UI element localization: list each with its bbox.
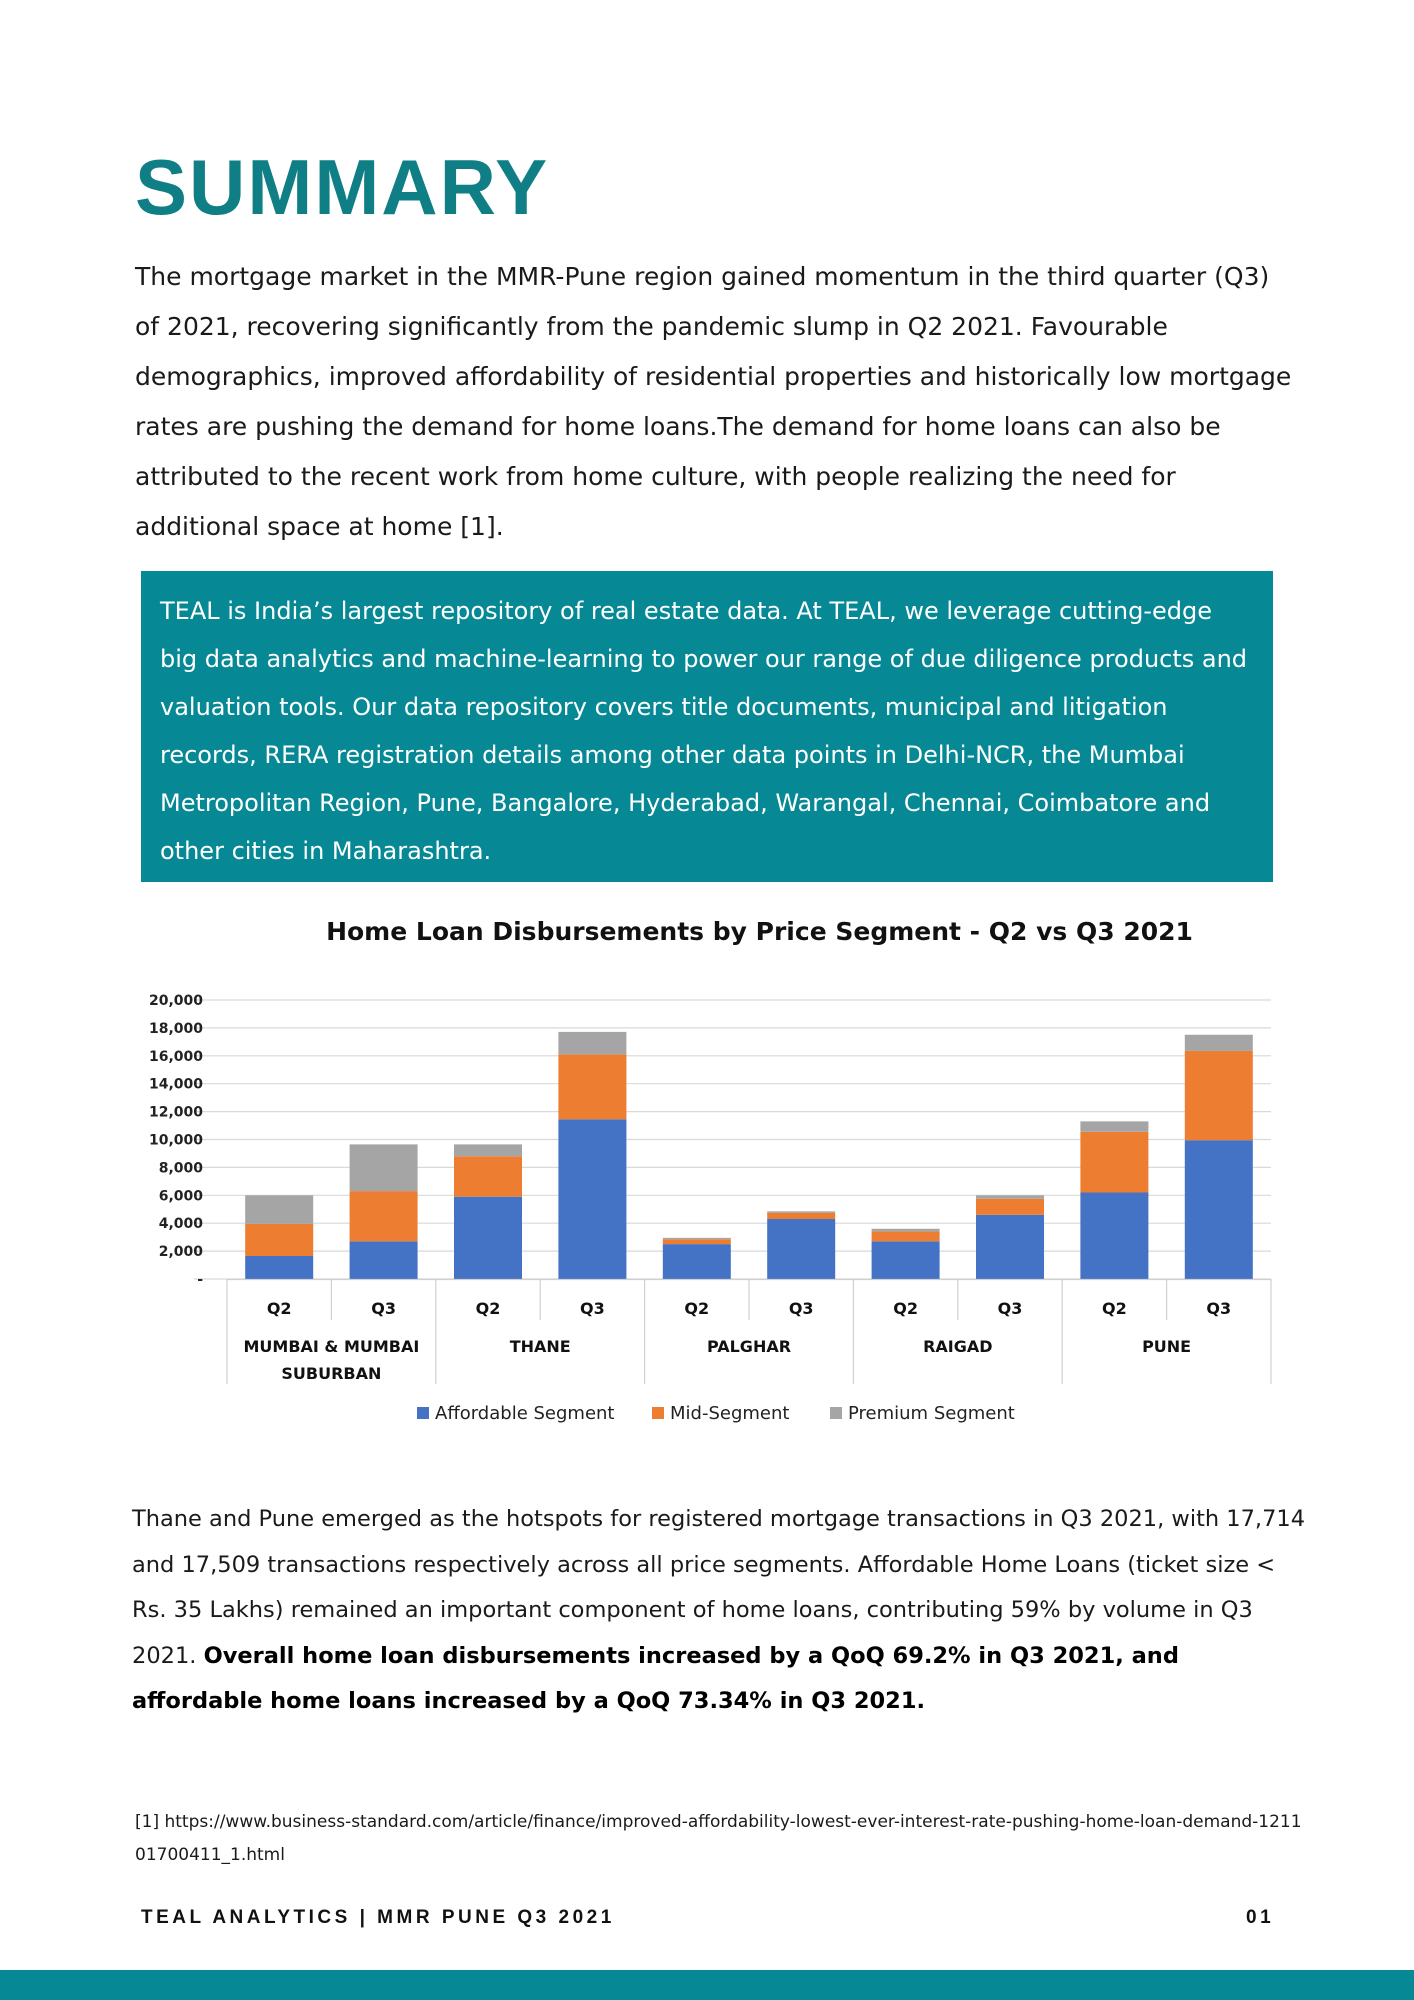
legend-label: Mid-Segment	[670, 1403, 789, 1424]
bar-segment	[245, 1195, 314, 1224]
legend-label: Premium Segment	[848, 1403, 1015, 1424]
y-tick-label: -	[197, 1272, 203, 1288]
bar-segment	[245, 1223, 314, 1256]
x-tick-label: Q2	[684, 1299, 709, 1318]
bar-segment	[662, 1237, 731, 1240]
page-number: 01	[1246, 1907, 1275, 1928]
bar-segment	[1080, 1121, 1149, 1132]
bar-segment	[1080, 1131, 1149, 1193]
x-tick-label: Q3	[1206, 1299, 1231, 1318]
y-tick-label: 14,000	[149, 1077, 203, 1093]
bar-segment	[767, 1211, 836, 1213]
y-tick-label: 8,000	[159, 1160, 204, 1176]
y-tick-label: 4,000	[159, 1216, 204, 1232]
bar-segment	[1184, 1034, 1253, 1051]
y-tick-label: 20,000	[149, 993, 203, 1009]
page-title: SUMMARY	[135, 143, 550, 231]
stacked-bar-chart: - 2,000 4,000 6,000 8,000 10,000 12,000 14,000 1…	[149, 993, 1272, 1424]
bar-segment	[976, 1214, 1044, 1279]
callout-text: TEAL is India’s largest repository of re…	[160, 597, 1248, 865]
group-label: PALGHAR	[707, 1337, 791, 1356]
bar-segment	[1184, 1140, 1253, 1279]
group-label: RAIGAD	[923, 1337, 992, 1356]
chart-title: Home Loan Disbursements by Price Segment…	[326, 917, 1193, 946]
group-label: SUBURBAN	[281, 1364, 381, 1383]
y-tick-label: 2,000	[159, 1244, 204, 1260]
y-tick-label: 6,000	[159, 1188, 204, 1204]
footer-report-name: TEAL ANALYTICS | MMR PUNE Q3 2021	[141, 1907, 615, 1928]
x-tick-label: Q3	[371, 1299, 396, 1318]
y-tick-label: 10,000	[149, 1133, 203, 1149]
bar-segment	[767, 1212, 836, 1220]
bar-segment	[349, 1144, 418, 1192]
bar-segment	[871, 1241, 940, 1279]
x-tick-label: Q2	[893, 1299, 918, 1318]
legend-swatch	[652, 1407, 664, 1419]
x-tick-label: Q3	[789, 1299, 814, 1318]
bar-segment	[871, 1228, 940, 1232]
group-label: THANE	[510, 1337, 571, 1356]
bar-segment	[558, 1031, 627, 1055]
bar-segment	[662, 1239, 731, 1245]
bar-segment	[349, 1191, 418, 1242]
teal-callout-box: TEAL is India’s largest repository of re…	[141, 571, 1273, 882]
bar-segment	[662, 1244, 731, 1279]
footer-accent-bar	[0, 1970, 1414, 2000]
y-tick-label: 12,000	[149, 1105, 203, 1121]
legend-swatch	[830, 1407, 842, 1419]
bar-segment	[349, 1241, 418, 1279]
x-tick-label: Q2	[476, 1299, 501, 1318]
x-tick-label: Q3	[580, 1299, 605, 1318]
y-tick-label: 18,000	[149, 1021, 203, 1037]
x-tick-label: Q3	[998, 1299, 1023, 1318]
y-tick-label: 16,000	[149, 1049, 203, 1065]
findings-highlight: Overall home loan disbursements increase…	[132, 1642, 1179, 1715]
bar-segment	[454, 1156, 522, 1197]
bar-segment	[558, 1119, 627, 1279]
x-tick-label: Q2	[1102, 1299, 1127, 1318]
bar-segment	[1080, 1192, 1149, 1279]
intro-paragraph: The mortgage market in the MMR-Pune regi…	[135, 262, 1292, 541]
bar-segment	[245, 1255, 314, 1279]
bar-segment	[976, 1195, 1044, 1199]
legend-swatch	[417, 1407, 429, 1419]
group-label: PUNE	[1142, 1337, 1191, 1356]
bar-segment	[454, 1144, 522, 1157]
bar-segment	[767, 1219, 836, 1279]
bar-segment	[871, 1231, 940, 1242]
x-tick-label: Q2	[267, 1299, 292, 1318]
findings-paragraph: Thane and Pune emerged as the hotspots f…	[132, 1497, 1312, 1725]
findings-text: Thane and Pune emerged as the hotspots f…	[132, 1506, 1306, 1669]
legend-label: Affordable Segment	[435, 1403, 615, 1424]
bar-segment	[558, 1054, 627, 1120]
bar-segment	[1184, 1050, 1253, 1141]
footnote: [1] https://www.business-standard.com/ar…	[135, 1812, 1302, 1865]
bar-segment	[454, 1196, 522, 1279]
bar-segment	[976, 1198, 1044, 1215]
group-label: MUMBAI & MUMBAI	[243, 1337, 419, 1356]
